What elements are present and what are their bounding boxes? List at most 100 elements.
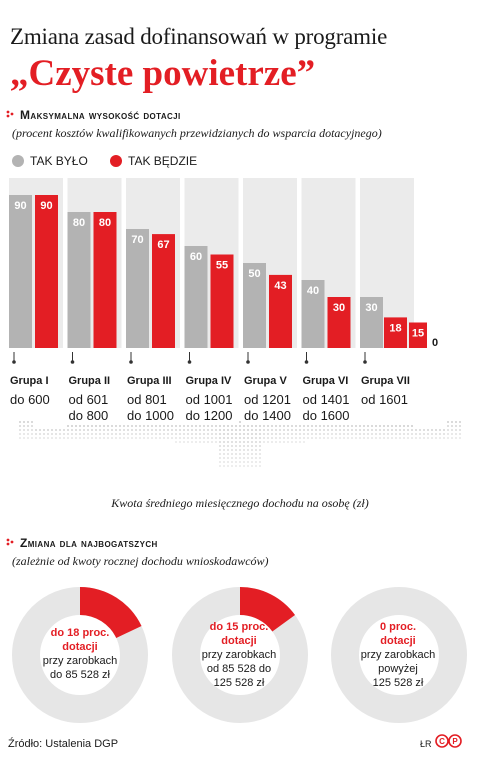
brace-dot: [155, 437, 157, 439]
brace-dot: [431, 429, 433, 431]
brace-dot: [271, 441, 273, 443]
brace-dot: [135, 433, 137, 435]
brace-dot: [255, 445, 257, 447]
brace-dot: [247, 449, 249, 451]
brace-dot: [203, 433, 205, 435]
brace-dot: [123, 429, 125, 431]
brace-dot: [247, 441, 249, 443]
brace-dot: [279, 429, 281, 431]
brace-dot: [275, 425, 277, 427]
brace-dot: [67, 437, 69, 439]
brace-dot: [239, 437, 241, 439]
brace-dot: [195, 441, 197, 443]
brace-dot: [47, 433, 49, 435]
brace-dot: [363, 437, 365, 439]
brace-dot: [255, 465, 257, 467]
brace-dot: [363, 429, 365, 431]
brace-dot: [327, 425, 329, 427]
tick-dot: [187, 360, 192, 364]
brace-dot: [227, 453, 229, 455]
brace-dot: [135, 437, 137, 439]
brace-dot: [307, 429, 309, 431]
brace-dot: [359, 425, 361, 427]
author-credit: ŁR: [420, 739, 432, 749]
brace-dot: [407, 429, 409, 431]
brace-dot: [163, 433, 165, 435]
donut-3-line-2: powyżej: [378, 663, 418, 675]
section-note-max-dotacja: (procent kosztów kwalifikowanych przewid…: [12, 126, 382, 140]
brace-dot: [175, 433, 177, 435]
brace-dot: [183, 433, 185, 435]
brace-dot: [283, 437, 285, 439]
brace-dot: [243, 441, 245, 443]
brace-dot: [119, 433, 121, 435]
brace-dot: [79, 429, 81, 431]
category-range-label: od 1001: [186, 392, 233, 407]
brace-dot: [211, 429, 213, 431]
brace-dot: [371, 429, 373, 431]
tick-dot: [304, 360, 309, 364]
brace-dot: [443, 437, 445, 439]
page-title: Zmiana zasad dofinansowań w programie: [10, 24, 388, 49]
brace-dot: [259, 425, 261, 427]
brace-dot: [239, 445, 241, 447]
brace-dot: [19, 437, 21, 439]
brace-dot: [171, 433, 173, 435]
brace-dot: [379, 433, 381, 435]
brace-dot: [275, 433, 277, 435]
category-range-label: do 1400: [244, 408, 291, 423]
brace-dot: [251, 453, 253, 455]
brace-dot: [387, 433, 389, 435]
brace-dot: [223, 433, 225, 435]
brace-dot: [323, 437, 325, 439]
brace-dot: [343, 437, 345, 439]
brace-dot: [187, 429, 189, 431]
brace-dot: [231, 465, 233, 467]
brace-dot: [259, 449, 261, 451]
brace-dot: [375, 429, 377, 431]
brace-dot: [267, 441, 269, 443]
brace-dot: [35, 437, 37, 439]
brace-dot: [99, 437, 101, 439]
brace-dot: [175, 429, 177, 431]
brace-dot: [347, 425, 349, 427]
brace-dot: [139, 433, 141, 435]
brace-dot: [387, 425, 389, 427]
brace-dot: [263, 429, 265, 431]
brace-dot: [391, 433, 393, 435]
brace-dot: [211, 437, 213, 439]
brace-dot: [103, 429, 105, 431]
brace-dot: [99, 425, 101, 427]
bar-value-label: 0: [432, 337, 438, 349]
tick-dot: [246, 360, 250, 364]
bar-value-label: 30: [365, 302, 377, 314]
donut-1-headline-1: do 18 proc.: [50, 627, 110, 639]
brace-dot: [95, 429, 97, 431]
brace-dot: [63, 433, 65, 435]
bar-value-label: 55: [216, 260, 228, 272]
brace-dot: [279, 433, 281, 435]
donut-slice: [240, 587, 296, 632]
brace-dot: [195, 429, 197, 431]
brace-dot: [203, 437, 205, 439]
brace-dot: [247, 429, 249, 431]
brace-dot: [255, 441, 257, 443]
brace-dot: [87, 437, 89, 439]
brace-dot: [299, 429, 301, 431]
brace-dot: [267, 429, 269, 431]
brace-dot: [251, 465, 253, 467]
brace-dot: [303, 425, 305, 427]
brace-dot: [303, 429, 305, 431]
brace-dot: [263, 433, 265, 435]
brace-dot: [111, 425, 113, 427]
bar-tak-bylo: [184, 246, 208, 348]
brace-dot: [227, 465, 229, 467]
brace-dot: [459, 421, 461, 423]
donut-ring: [331, 587, 467, 723]
brace-dot: [191, 429, 193, 431]
brace-dot: [423, 433, 425, 435]
brace-dot: [351, 433, 353, 435]
bar-tak-bedzie: [152, 234, 175, 348]
category-range-label: od 601: [69, 392, 109, 407]
brace-dot: [247, 437, 249, 439]
